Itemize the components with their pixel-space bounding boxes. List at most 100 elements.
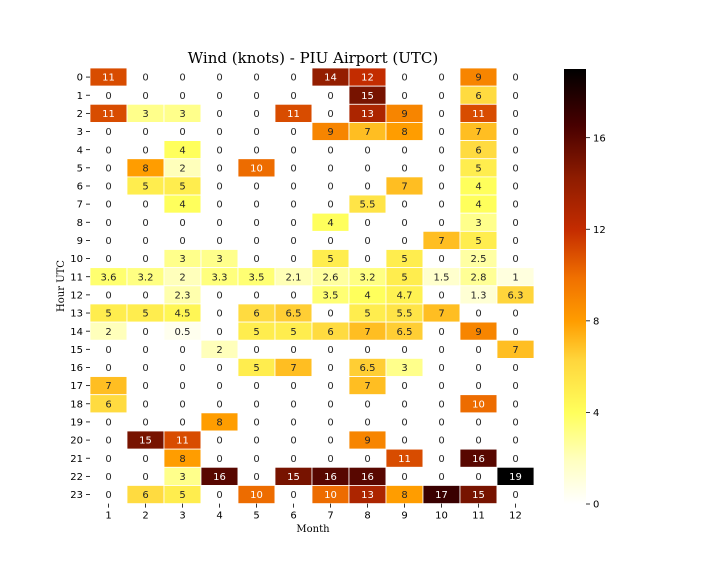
cell-value-label: 0 xyxy=(253,345,259,356)
cell-value-label: 7 xyxy=(290,363,296,374)
y-tick-label: 22 xyxy=(70,472,83,483)
cell-value-label: 0 xyxy=(290,399,296,410)
cell-value-label: 0 xyxy=(438,200,444,211)
cell-value-label: 0 xyxy=(512,91,518,102)
cell-value-label: 0 xyxy=(142,327,148,338)
cell-value-label: 0 xyxy=(438,163,444,174)
cell-value-label: 3 xyxy=(179,472,185,483)
cell-value-label: 14 xyxy=(324,73,337,84)
cell-value-label: 0 xyxy=(512,399,518,410)
cell-value-label: 0 xyxy=(512,309,518,320)
cell-value-label: 9 xyxy=(475,327,481,338)
cell-value-label: 0 xyxy=(364,454,370,465)
cell-value-label: 0 xyxy=(401,436,407,447)
cell-value-label: 0 xyxy=(216,381,222,392)
cell-value-label: 6 xyxy=(105,399,111,410)
cell-value-label: 3 xyxy=(475,218,481,229)
cell-value-label: 0 xyxy=(327,381,333,392)
cell-value-label: 0 xyxy=(290,182,296,193)
x-tick-label: 2 xyxy=(142,511,148,522)
cell-value-label: 0 xyxy=(438,73,444,84)
cell-value-label: 0 xyxy=(327,363,333,374)
y-tick-label: 23 xyxy=(70,490,83,501)
cell-value-label: 0 xyxy=(364,182,370,193)
cell-value-label: 11 xyxy=(398,454,411,465)
cell-value-label: 0 xyxy=(438,436,444,447)
y-tick-label: 15 xyxy=(70,345,83,356)
cell-value-label: 5 xyxy=(401,254,407,265)
cell-value-label: 10 xyxy=(250,163,263,174)
cell-value-label: 0 xyxy=(512,418,518,429)
cell-value-label: 10 xyxy=(472,399,485,410)
y-tick-label: 11 xyxy=(70,272,83,283)
cell-value-label: 0 xyxy=(105,200,111,211)
cell-value-label: 0 xyxy=(253,381,259,392)
cell-value-label: 0 xyxy=(512,454,518,465)
cell-value-label: 0 xyxy=(216,236,222,247)
cell-value-label: 5.5 xyxy=(397,309,413,320)
colorbar-tick-label: 8 xyxy=(593,316,599,327)
cell-value-label: 0 xyxy=(512,363,518,374)
cell-value-label: 0 xyxy=(105,363,111,374)
cell-value-label: 2 xyxy=(179,163,185,174)
cell-value-label: 0 xyxy=(105,163,111,174)
cell-value-label: 0 xyxy=(438,454,444,465)
cell-value-label: 4 xyxy=(475,200,481,211)
cell-value-label: 0 xyxy=(253,236,259,247)
cell-value-label: 0 xyxy=(142,290,148,301)
cell-value-label: 0 xyxy=(253,109,259,120)
cell-value-label: 0 xyxy=(438,345,444,356)
cell-value-label: 3.5 xyxy=(323,290,339,301)
x-tick-label: 5 xyxy=(253,511,259,522)
cell-value-label: 0 xyxy=(438,218,444,229)
cell-value-label: 3 xyxy=(401,363,407,374)
cell-value-label: 0 xyxy=(290,218,296,229)
cell-value-label: 0 xyxy=(179,363,185,374)
cell-value-label: 12 xyxy=(361,73,374,84)
cell-value-label: 2 xyxy=(216,345,222,356)
cell-value-label: 0 xyxy=(401,236,407,247)
cell-value-label: 11 xyxy=(472,109,485,120)
cell-value-label: 0 xyxy=(401,163,407,174)
cell-value-label: 0 xyxy=(142,399,148,410)
cell-value-label: 0 xyxy=(290,454,296,465)
cell-value-label: 0 xyxy=(512,490,518,501)
y-tick-label: 20 xyxy=(70,436,83,447)
cell-value-label: 0 xyxy=(512,200,518,211)
cell-value-label: 0 xyxy=(179,73,185,84)
cell-value-label: 2 xyxy=(179,272,185,283)
cell-value-label: 0 xyxy=(179,218,185,229)
cell-value-label: 0 xyxy=(438,363,444,374)
cell-value-label: 9 xyxy=(475,73,481,84)
cell-value-label: 0 xyxy=(290,381,296,392)
cell-value-label: 5 xyxy=(364,309,370,320)
cell-value-label: 0 xyxy=(290,490,296,501)
cell-value-label: 0 xyxy=(142,218,148,229)
cell-value-label: 0 xyxy=(438,327,444,338)
cell-value-label: 0.5 xyxy=(175,327,191,338)
cell-value-label: 0 xyxy=(401,381,407,392)
cell-value-label: 1.3 xyxy=(471,290,487,301)
cell-value-label: 0 xyxy=(290,418,296,429)
cell-value-label: 3 xyxy=(216,254,222,265)
cell-value-label: 0 xyxy=(290,127,296,138)
cell-value-label: 0 xyxy=(475,309,481,320)
cell-value-label: 0 xyxy=(438,399,444,410)
y-tick-label: 12 xyxy=(70,290,83,301)
cell-value-label: 7 xyxy=(105,381,111,392)
cell-value-label: 0 xyxy=(105,145,111,156)
cell-value-label: 0 xyxy=(142,454,148,465)
cell-value-label: 0 xyxy=(216,182,222,193)
cell-value-label: 0 xyxy=(216,490,222,501)
cell-value-label: 0 xyxy=(142,418,148,429)
cell-value-label: 0 xyxy=(364,254,370,265)
cell-value-label: 0 xyxy=(290,236,296,247)
cell-value-label: 0 xyxy=(216,109,222,120)
cell-value-label: 0 xyxy=(105,127,111,138)
cell-value-label: 0 xyxy=(253,73,259,84)
cell-value-label: 0 xyxy=(327,454,333,465)
cell-value-label: 0 xyxy=(105,290,111,301)
cell-value-label: 0 xyxy=(105,472,111,483)
cell-value-label: 0 xyxy=(253,290,259,301)
cell-value-label: 0 xyxy=(475,345,481,356)
